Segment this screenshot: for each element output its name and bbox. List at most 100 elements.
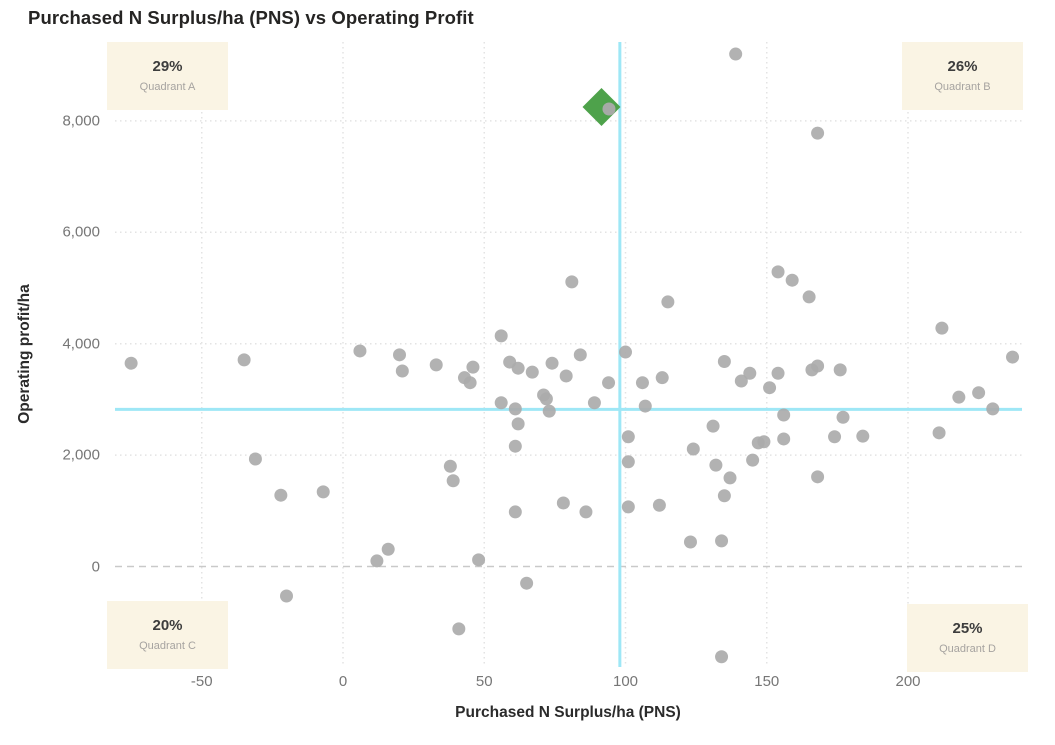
data-point[interactable] xyxy=(932,426,946,440)
data-point[interactable] xyxy=(717,355,731,369)
data-point[interactable] xyxy=(777,432,791,446)
data-point[interactable] xyxy=(429,358,443,372)
data-point[interactable] xyxy=(248,452,262,466)
data-point[interactable] xyxy=(785,273,799,287)
data-point[interactable] xyxy=(539,392,553,406)
data-point[interactable] xyxy=(836,410,850,424)
data-point[interactable] xyxy=(494,396,508,410)
quadrant-d-percent: 25% xyxy=(952,620,983,637)
quadrant-c-label: Quadrant C xyxy=(139,640,196,652)
data-point[interactable] xyxy=(466,360,480,374)
data-point[interactable] xyxy=(452,622,466,636)
highlight-diamond-marker[interactable] xyxy=(582,87,621,126)
data-point[interactable] xyxy=(709,458,723,472)
data-point[interactable] xyxy=(635,376,649,390)
quadrant-c-callout: 20% Quadrant C xyxy=(107,601,228,669)
data-point[interactable] xyxy=(746,453,760,467)
data-point[interactable] xyxy=(579,505,593,519)
data-point[interactable] xyxy=(986,402,1000,416)
data-point[interactable] xyxy=(124,356,138,370)
data-point[interactable] xyxy=(508,439,522,453)
data-point[interactable] xyxy=(621,455,635,469)
data-point[interactable] xyxy=(638,399,652,413)
x-tick-label: -50 xyxy=(190,673,213,690)
data-point[interactable] xyxy=(734,374,748,388)
data-point[interactable] xyxy=(446,474,460,488)
data-point[interactable] xyxy=(777,408,791,422)
data-point[interactable] xyxy=(443,459,457,473)
data-point[interactable] xyxy=(621,500,635,514)
data-point[interactable] xyxy=(573,348,587,362)
data-point[interactable] xyxy=(729,47,743,61)
data-point[interactable] xyxy=(602,376,616,390)
y-tick-label: 6,000 xyxy=(62,223,100,241)
data-point[interactable] xyxy=(511,417,525,431)
data-point[interactable] xyxy=(1006,350,1020,364)
data-point[interactable] xyxy=(686,442,700,456)
data-point[interactable] xyxy=(833,363,847,377)
x-tick-label: 100 xyxy=(612,673,639,690)
data-point[interactable] xyxy=(395,364,409,378)
data-point[interactable] xyxy=(545,356,559,370)
data-point[interactable] xyxy=(771,366,785,380)
data-point[interactable] xyxy=(619,345,632,359)
data-point[interactable] xyxy=(655,371,669,385)
data-point[interactable] xyxy=(802,290,816,304)
data-point[interactable] xyxy=(525,365,539,379)
data-point[interactable] xyxy=(661,295,675,309)
data-point[interactable] xyxy=(556,496,570,510)
x-tick-label: 150 xyxy=(754,673,780,690)
data-point[interactable] xyxy=(715,534,729,548)
highlight-center-point[interactable] xyxy=(602,102,616,116)
data-point[interactable] xyxy=(717,489,731,503)
data-point[interactable] xyxy=(353,344,367,358)
quadrant-c-percent: 20% xyxy=(152,617,183,634)
data-point[interactable] xyxy=(706,419,720,433)
data-point[interactable] xyxy=(508,505,522,519)
y-tick-label: 8,000 xyxy=(62,112,100,130)
x-axis-title: Purchased N Surplus/ha (PNS) xyxy=(455,704,681,721)
data-point[interactable] xyxy=(743,366,757,380)
data-point[interactable] xyxy=(237,353,251,367)
data-point[interactable] xyxy=(559,369,573,383)
data-point[interactable] xyxy=(811,359,825,373)
data-point[interactable] xyxy=(972,386,986,400)
data-point[interactable] xyxy=(393,348,406,362)
data-point[interactable] xyxy=(520,576,534,590)
quadrant-b-label: Quadrant B xyxy=(934,81,991,93)
data-point[interactable] xyxy=(811,126,825,140)
data-point[interactable] xyxy=(280,589,293,603)
data-point[interactable] xyxy=(494,329,508,343)
x-tick-label: 50 xyxy=(475,673,493,690)
data-point[interactable] xyxy=(715,650,729,664)
data-point[interactable] xyxy=(511,361,525,375)
data-point[interactable] xyxy=(952,390,966,404)
data-point[interactable] xyxy=(472,553,486,567)
x-tick-label: 0 xyxy=(338,673,348,690)
data-point[interactable] xyxy=(621,430,635,444)
data-point[interactable] xyxy=(935,321,949,335)
data-point[interactable] xyxy=(763,381,777,395)
data-point[interactable] xyxy=(683,535,697,549)
data-point[interactable] xyxy=(757,435,771,449)
data-point[interactable] xyxy=(463,376,477,390)
y-tick-label: 0 xyxy=(91,558,100,575)
data-point[interactable] xyxy=(565,275,579,289)
data-point[interactable] xyxy=(508,402,522,416)
data-point[interactable] xyxy=(652,498,666,512)
data-point[interactable] xyxy=(316,485,330,499)
data-point[interactable] xyxy=(723,471,737,485)
data-point[interactable] xyxy=(856,429,870,443)
data-point[interactable] xyxy=(381,542,395,556)
quadrant-b-callout: 26% Quadrant B xyxy=(902,42,1023,110)
data-point[interactable] xyxy=(542,404,556,418)
data-point[interactable] xyxy=(370,554,384,568)
data-point[interactable] xyxy=(771,265,785,279)
data-point[interactable] xyxy=(811,470,825,484)
data-point[interactable] xyxy=(828,430,842,444)
quadrant-d-callout: 25% Quadrant D xyxy=(907,604,1028,672)
data-point[interactable] xyxy=(587,396,601,410)
data-point[interactable] xyxy=(274,488,288,502)
